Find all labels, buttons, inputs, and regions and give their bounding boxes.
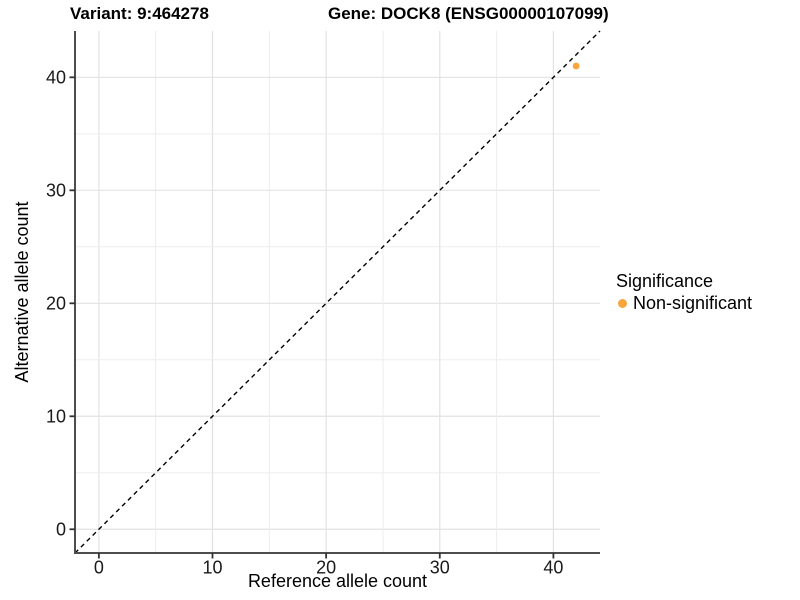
plot-title-gene: Gene: DOCK8 (ENSG00000107099) <box>328 4 609 23</box>
x-axis-title: Reference allele count <box>247 571 428 591</box>
y-axis-title: Alternative allele count <box>12 201 32 383</box>
y-tick-label-30: 30 <box>46 181 66 201</box>
x-tick-label-10: 10 <box>202 558 222 578</box>
x-tick-label-30: 30 <box>430 558 450 578</box>
x-tick-label-20: 20 <box>316 558 336 578</box>
legend-point-circle-icon <box>618 298 627 308</box>
data-point-non-significant <box>572 62 580 70</box>
y-tick-label-20: 20 <box>46 294 66 314</box>
y-tick-label-10: 10 <box>46 407 66 427</box>
y-tick-label-40: 40 <box>46 68 66 88</box>
x-tick-label-40: 40 <box>543 558 563 578</box>
legend-item: Non-significant <box>618 292 752 314</box>
identity-dashed-line <box>74 30 601 554</box>
legend-item-label: Non-significant <box>633 292 753 313</box>
legend-title: Significance <box>616 271 714 291</box>
y-tick-label-0: 0 <box>56 520 66 540</box>
plot-title-variant: Variant: 9:464278 <box>70 4 209 23</box>
x-tick-label-0: 0 <box>94 558 104 578</box>
